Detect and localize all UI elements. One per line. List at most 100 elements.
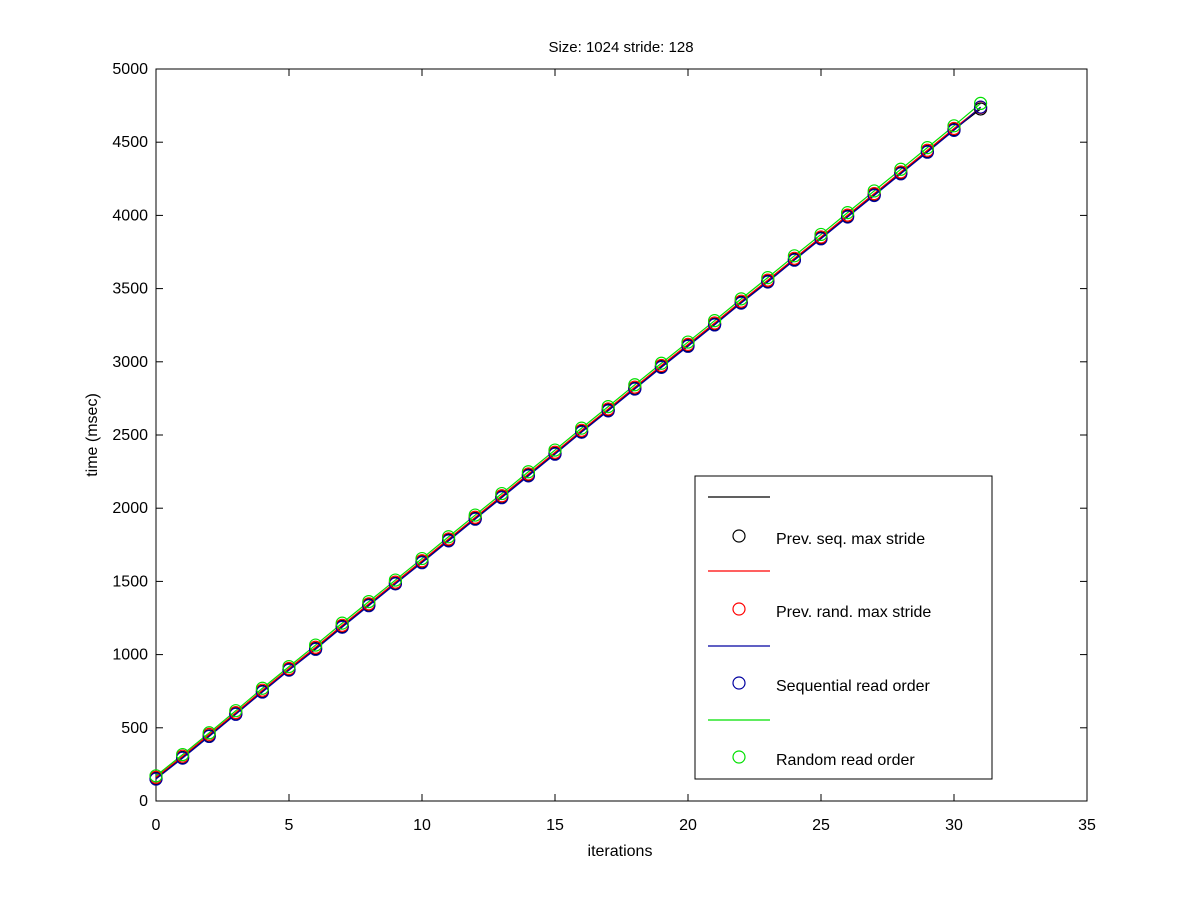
series-2-point xyxy=(521,469,536,483)
series-2-point xyxy=(947,123,961,137)
series-3-point xyxy=(362,594,376,609)
series-3-point xyxy=(787,249,802,263)
series-3-point xyxy=(840,206,855,220)
series-3-point xyxy=(548,443,562,457)
series-3-point xyxy=(388,573,402,587)
series-3-point xyxy=(920,141,935,155)
y-tick-label: 3500 xyxy=(112,281,148,298)
series-3-point xyxy=(282,659,296,674)
series-2-point xyxy=(468,512,482,526)
series-markers xyxy=(149,96,988,786)
series-2-point xyxy=(761,275,775,289)
series-3-point xyxy=(761,271,775,285)
series-3-point xyxy=(335,616,349,630)
series-3-point xyxy=(468,508,482,522)
series-2-point xyxy=(362,599,376,613)
series-3-point xyxy=(574,421,589,435)
y-tick-label: 3000 xyxy=(112,354,148,371)
series-2-point xyxy=(973,100,988,114)
series-3-point xyxy=(442,530,456,544)
y-tick-label: 1000 xyxy=(112,647,148,664)
series-3-point xyxy=(707,314,722,328)
series-3-point xyxy=(415,551,429,566)
x-tick-label: 20 xyxy=(679,817,697,834)
series-2-point xyxy=(548,447,562,461)
series-3-point xyxy=(973,96,988,111)
y-tick-label: 4000 xyxy=(112,207,148,224)
x-tick-label: 15 xyxy=(546,817,564,834)
y-tick-label: 2000 xyxy=(112,500,148,517)
series-2-point xyxy=(707,318,722,332)
series-2-point xyxy=(309,642,323,656)
series-2-point xyxy=(654,360,669,374)
series-2-point xyxy=(415,556,429,570)
series-3-point xyxy=(654,356,669,370)
series-2-point xyxy=(574,425,589,439)
y-tick-label: 1500 xyxy=(112,573,148,590)
legend-label-2: Sequential read order xyxy=(776,678,931,695)
series-2-point xyxy=(681,339,695,353)
series-3-point xyxy=(255,681,269,695)
x-tick-label: 10 xyxy=(413,817,431,834)
legend-label-0: Prev. seq. max stride xyxy=(776,531,925,548)
chart-title: Size: 1024 stride: 128 xyxy=(548,39,693,56)
series-2-point xyxy=(202,729,216,744)
series-3-point xyxy=(814,227,828,242)
x-tick-label: 35 xyxy=(1078,817,1096,834)
series-2-point xyxy=(894,167,908,181)
y-tick-label: 0 xyxy=(139,793,148,810)
series-2-point xyxy=(335,620,349,634)
y-tick-label: 4500 xyxy=(112,134,148,151)
legend-marker-2 xyxy=(732,676,746,690)
y-tick-label: 5000 xyxy=(112,61,148,78)
series-2-point xyxy=(867,188,881,203)
legend-marker-3 xyxy=(732,750,746,764)
y-tick-label: 2500 xyxy=(112,427,148,444)
series-3-point xyxy=(202,726,216,740)
y-axis-ticks: 0 500 1000 1500 2000 2500 3000 3500 4000 4500 5000 xyxy=(112,61,1087,810)
series-2-point xyxy=(388,577,402,591)
series-3-point xyxy=(521,465,536,479)
series-2-point xyxy=(814,232,828,246)
series-2-point xyxy=(840,210,855,224)
series-3-point xyxy=(229,704,243,718)
series-2-point xyxy=(149,772,163,786)
plot-area: 0 5 10 15 20 25 30 35 0 500 1000 1500 2000 2500 3000 3… xyxy=(112,61,1096,834)
x-axis-ticks: 0 5 10 15 20 25 30 35 xyxy=(152,69,1096,834)
series-2-point xyxy=(282,663,296,677)
x-tick-label: 0 xyxy=(152,817,161,834)
legend-marker-0 xyxy=(732,529,746,543)
legend-label-1: Prev. rand. max stride xyxy=(776,604,931,621)
series-3-point xyxy=(867,184,881,198)
series-2-point xyxy=(442,534,456,548)
legend-marker-1 xyxy=(732,602,746,616)
y-axis-label: time (msec) xyxy=(84,393,101,477)
legend-box xyxy=(694,475,993,780)
series-2-point xyxy=(601,404,615,418)
series-3-point xyxy=(309,638,323,652)
series-2-point xyxy=(495,491,509,505)
series-3-point xyxy=(149,769,163,783)
series-3-point xyxy=(495,486,509,501)
series-3-point xyxy=(628,378,642,392)
x-tick-label: 25 xyxy=(812,817,830,834)
series-3-point xyxy=(734,292,748,306)
legend-items: Prev. seq. max stride Prev. rand. max str… xyxy=(708,496,931,769)
x-tick-label: 5 xyxy=(285,817,294,834)
series-2-point xyxy=(229,707,243,721)
series-2-point xyxy=(176,751,190,765)
series-2-point xyxy=(920,145,935,159)
series-3-point xyxy=(601,400,615,414)
x-tick-label: 30 xyxy=(945,817,963,834)
series-3-point xyxy=(894,162,908,176)
series-3-point xyxy=(947,119,961,133)
legend-label-3: Random read order xyxy=(776,752,915,769)
legend: Prev. seq. max stride Prev. rand. max str… xyxy=(694,475,993,780)
series-3-point xyxy=(681,335,695,349)
series-3-point xyxy=(176,747,190,762)
series-2-point xyxy=(787,253,802,267)
x-axis-label: iterations xyxy=(588,843,653,860)
y-tick-label: 500 xyxy=(121,720,148,737)
